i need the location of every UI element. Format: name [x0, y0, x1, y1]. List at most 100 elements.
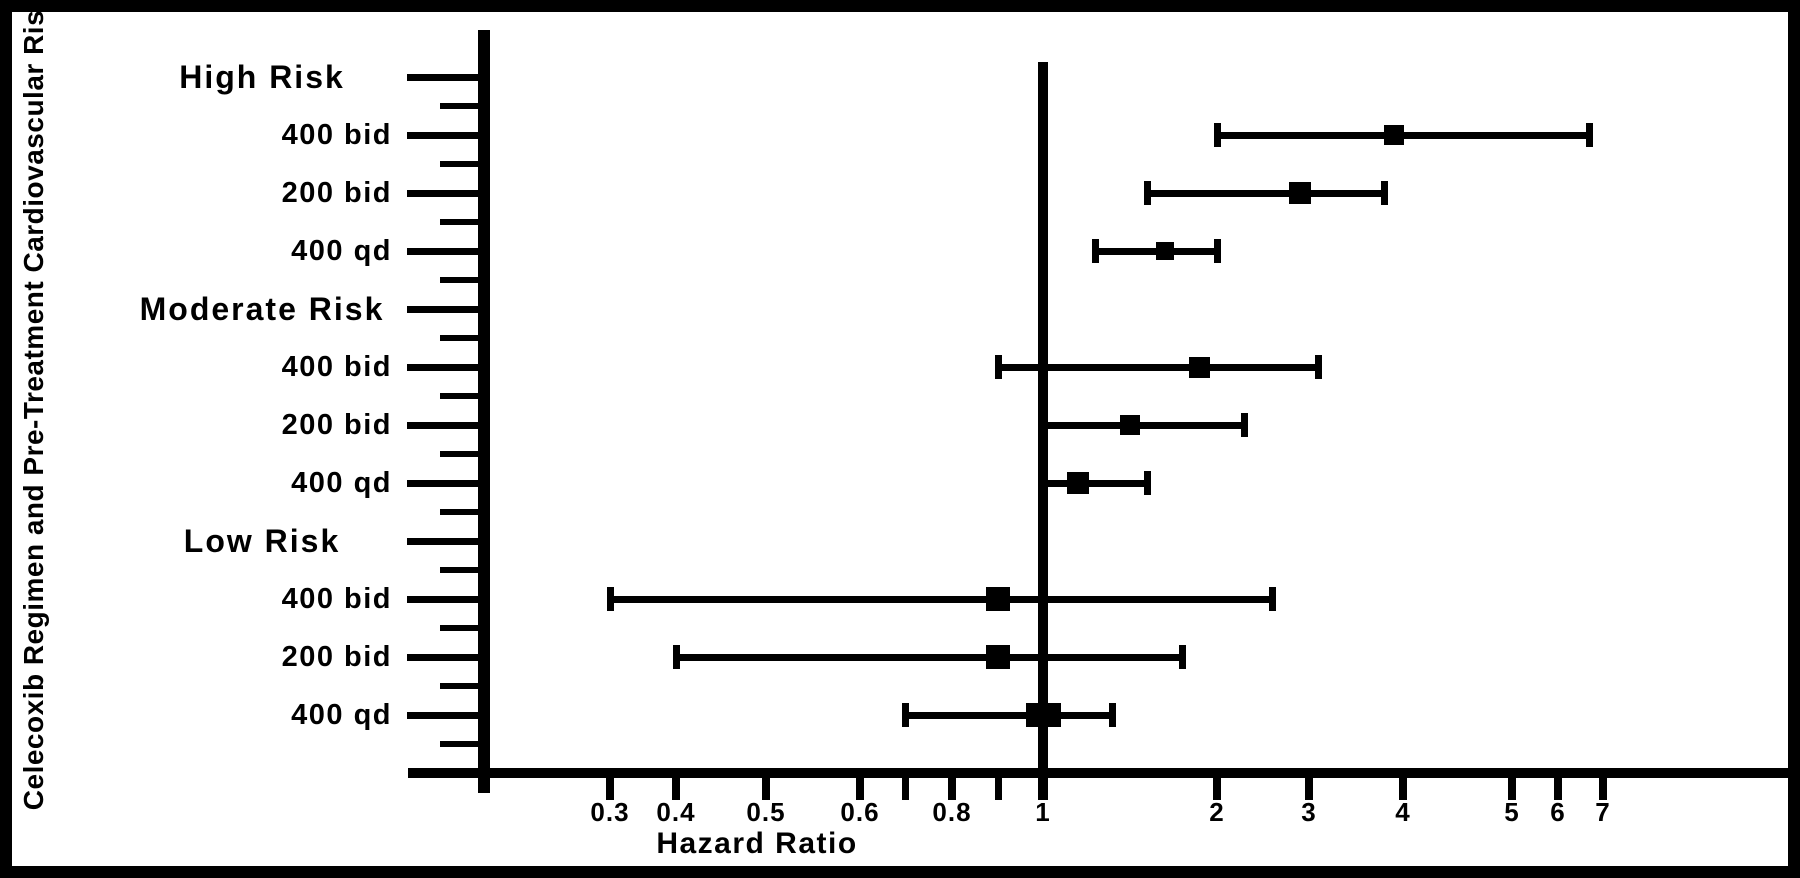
x-axis-tick-label: 0.4	[656, 797, 696, 827]
ci-cap-low	[1091, 239, 1099, 263]
x-axis-tick	[672, 773, 680, 800]
ci-bar	[905, 711, 1113, 719]
x-axis-tick-label: 1	[1035, 797, 1051, 827]
x-axis-tick	[994, 773, 1002, 800]
y-axis-minor-tick	[440, 161, 484, 167]
y-axis-major-tick	[407, 131, 484, 139]
x-axis-tick-label: 3	[1301, 797, 1317, 827]
y-axis-title: Celecoxib Regimen and Pre-Treatment Card…	[18, 0, 49, 811]
ci-cap-low	[1143, 181, 1151, 205]
ci-cap-high	[1241, 413, 1249, 437]
y-axis-minor-tick	[440, 335, 484, 341]
ci-cap-low	[1039, 413, 1047, 437]
ci-bar	[610, 595, 1273, 603]
x-axis-tick-label: 6	[1550, 797, 1566, 827]
regimen-label: 400 bid	[281, 351, 392, 383]
hazard-ratio-marker	[986, 587, 1010, 611]
x-axis-tick-label: 0.6	[840, 797, 880, 827]
y-axis-major-tick	[407, 247, 484, 255]
y-axis-major-tick	[407, 479, 484, 487]
x-axis-title: Hazard Ratio	[656, 827, 858, 860]
y-axis-major-tick	[407, 189, 484, 197]
ci-bar	[1043, 421, 1245, 429]
x-axis-tick	[762, 773, 770, 800]
hazard-ratio-marker	[1189, 356, 1211, 378]
x-axis-tick-label: 2	[1209, 797, 1225, 827]
x-axis-tick-label: 4	[1395, 797, 1411, 827]
y-axis-major-tick	[407, 363, 484, 371]
hazard-ratio-marker	[1288, 182, 1311, 204]
hazard-ratio-marker	[1025, 703, 1061, 727]
regimen-label: 200 bid	[281, 641, 392, 673]
x-axis-tick-label: 7	[1595, 797, 1611, 827]
y-axis-major-tick	[407, 421, 484, 429]
x-axis-tick	[1305, 773, 1313, 800]
y-axis-minor-tick	[440, 625, 484, 631]
ci-cap-low	[606, 587, 614, 611]
risk-group-label: High Risk	[179, 59, 345, 95]
frame-top	[0, 0, 1800, 12]
y-axis-line	[478, 30, 490, 793]
y-axis-minor-tick	[440, 567, 484, 573]
y-axis-minor-tick	[440, 103, 484, 109]
frame-bottom	[0, 866, 1800, 878]
x-axis-tick	[1508, 773, 1516, 800]
x-axis-tick	[856, 773, 864, 800]
ci-cap-low	[1213, 123, 1221, 147]
y-axis-major-tick	[407, 537, 484, 545]
x-axis-tick	[901, 773, 909, 800]
y-axis-major-tick	[407, 653, 484, 661]
regimen-label: 400 qd	[291, 235, 392, 267]
y-axis-minor-tick	[440, 741, 484, 747]
ci-cap-high	[1178, 645, 1186, 669]
regimen-label: 200 bid	[281, 409, 392, 441]
ci-cap-high	[1586, 123, 1593, 147]
regimen-label: 200 bid	[281, 177, 392, 209]
frame-left	[0, 0, 12, 878]
ci-cap-high	[1268, 587, 1276, 611]
ci-bar	[1147, 189, 1385, 197]
x-axis-tick	[606, 773, 614, 800]
y-axis-minor-tick	[440, 219, 484, 225]
y-axis-minor-tick	[440, 683, 484, 689]
x-axis-tick	[1599, 773, 1607, 800]
ci-cap-high	[1314, 355, 1322, 379]
y-axis-major-tick	[407, 595, 484, 603]
regimen-label: 400 qd	[291, 467, 392, 499]
ci-cap-low	[994, 355, 1002, 379]
hazard-ratio-marker	[1066, 472, 1089, 494]
x-axis-tick	[1554, 773, 1562, 800]
risk-group-label: Low Risk	[183, 523, 341, 559]
x-axis-tick-label: 5	[1504, 797, 1520, 827]
y-axis-major-tick	[407, 305, 484, 313]
x-axis-tick-label: 0.3	[590, 797, 630, 827]
regimen-label: 400 bid	[281, 119, 392, 151]
y-axis-major-tick	[407, 711, 484, 719]
ci-cap-high	[1213, 239, 1221, 263]
ci-bar	[676, 653, 1183, 661]
ci-cap-low	[901, 703, 909, 727]
ci-bar	[998, 363, 1319, 371]
regimen-label: 400 bid	[281, 583, 392, 615]
y-axis-minor-tick	[440, 393, 484, 399]
y-axis-minor-tick	[440, 277, 484, 283]
hazard-ratio-marker	[1120, 415, 1140, 435]
x-axis-tick-label: 0.8	[932, 797, 972, 827]
ci-cap-high	[1380, 181, 1388, 205]
ci-cap-high	[1109, 703, 1117, 727]
frame-right	[1788, 0, 1800, 878]
ci-bar	[1043, 479, 1148, 487]
y-axis-minor-tick	[440, 509, 484, 515]
x-axis-tick	[1039, 773, 1047, 800]
hazard-ratio-marker	[986, 645, 1010, 669]
x-axis-tick-label: 0.5	[746, 797, 786, 827]
ci-cap-low	[672, 645, 680, 669]
hazard-ratio-marker	[1155, 242, 1174, 260]
risk-group-label: Moderate Risk	[139, 291, 385, 327]
x-axis-line	[408, 768, 1788, 778]
x-axis-tick	[1213, 773, 1221, 800]
x-axis-tick	[948, 773, 956, 800]
hazard-ratio-marker	[1383, 125, 1404, 145]
y-axis-minor-tick	[440, 451, 484, 457]
